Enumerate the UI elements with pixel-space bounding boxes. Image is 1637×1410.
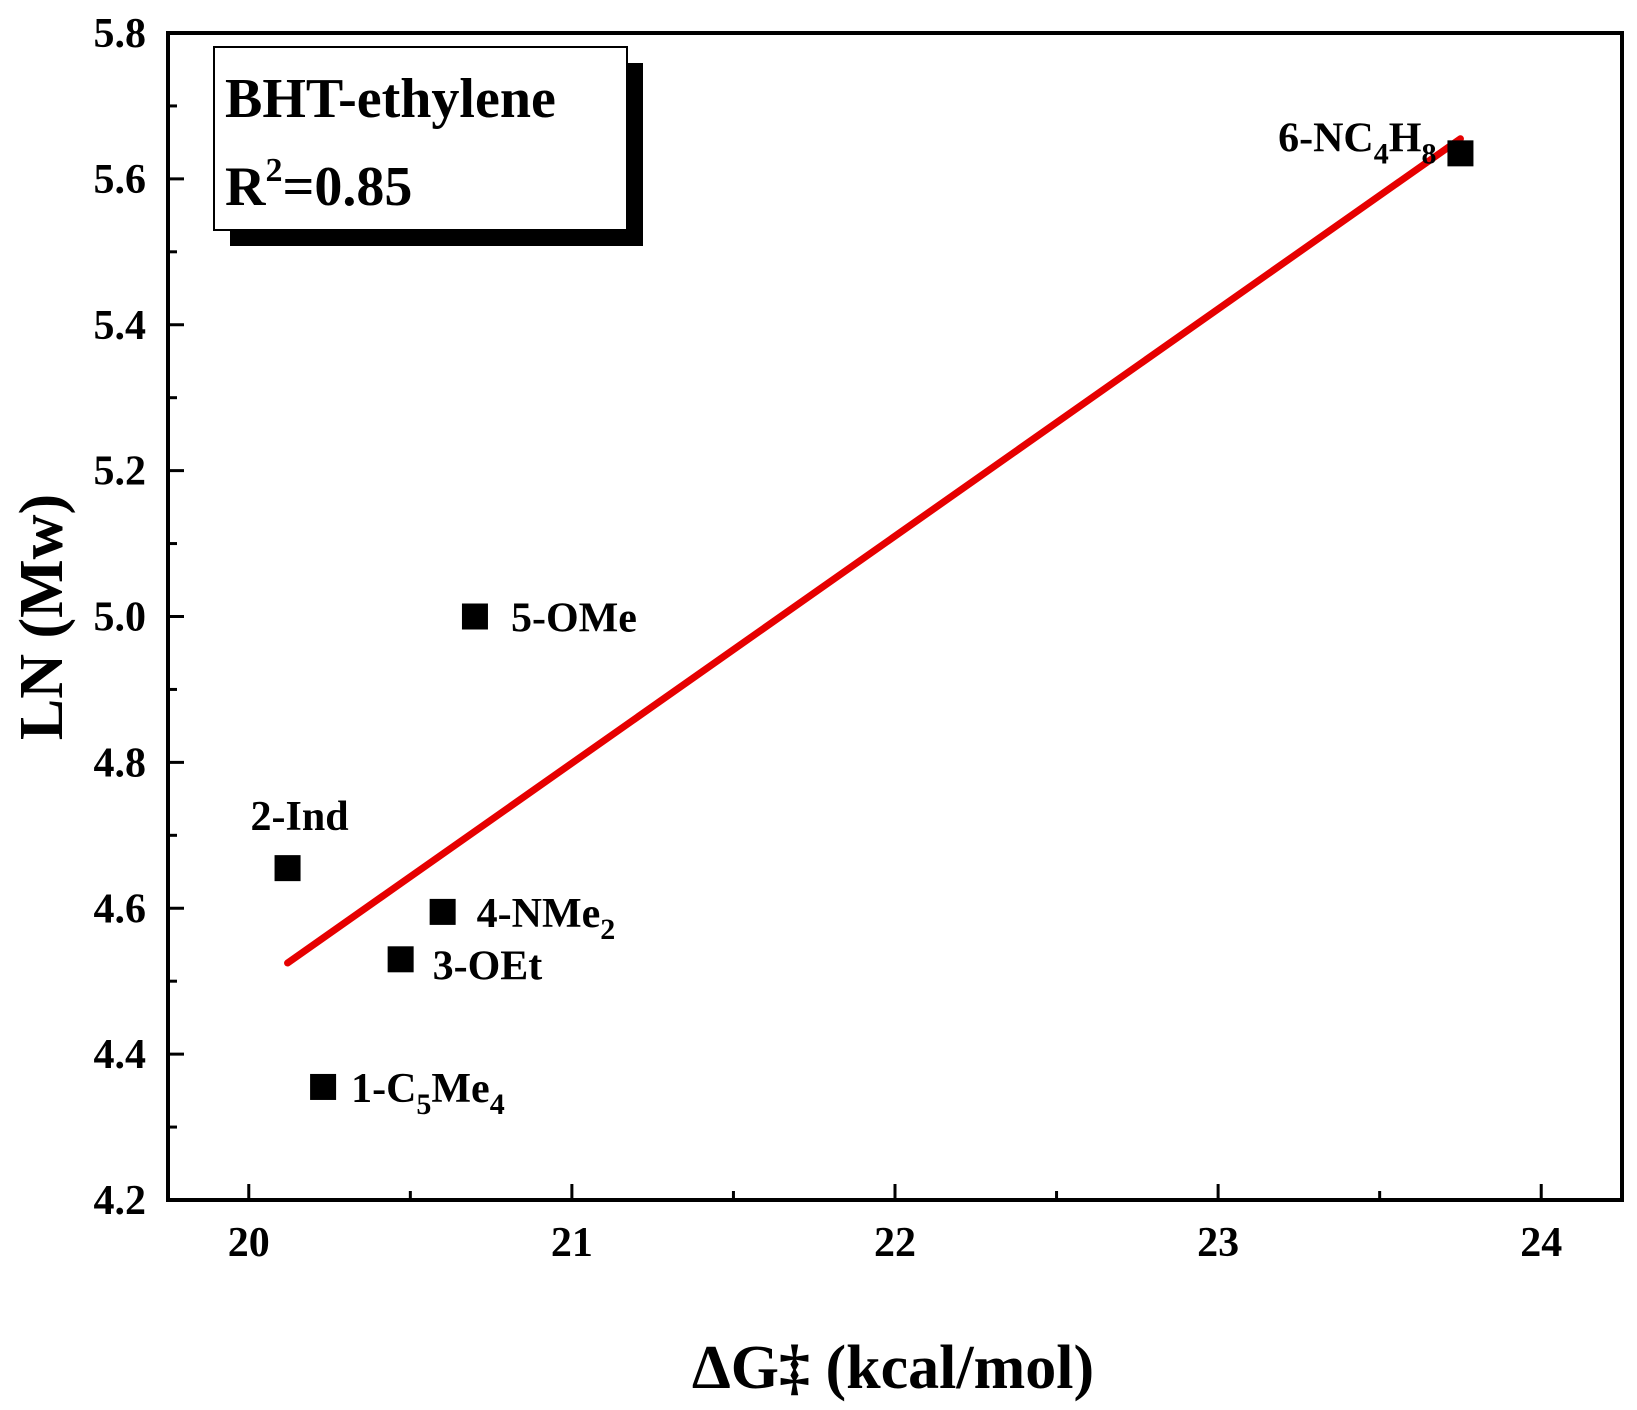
data-point	[274, 855, 301, 882]
x-tick-label: 20	[228, 1220, 270, 1266]
point-label: 1-C5Me4	[351, 1066, 505, 1121]
y-tick-label: 4.2	[94, 1178, 147, 1224]
annotation-title: BHT-ethylene	[225, 68, 556, 130]
y-tick-label: 4.8	[94, 740, 147, 786]
point-label: 4-NMe2	[477, 891, 616, 946]
point-label: 3-OEt	[433, 943, 543, 989]
point-label: 2-Ind	[251, 794, 349, 840]
data-point	[310, 1073, 337, 1100]
y-tick-label: 5.8	[94, 11, 147, 57]
x-axis-title: ΔG‡ (kcal/mol)	[692, 1334, 1094, 1402]
annotation-r-squared: R2=0.85	[225, 152, 412, 218]
data-points	[274, 140, 1474, 1100]
ticks: 20 21 22 23 24 4.2 4.4 4.6 4.8 5.0 5.2 5.4 5.6 5.8	[94, 11, 1563, 1266]
data-point	[429, 898, 456, 925]
x-tick-label: 22	[874, 1220, 916, 1266]
data-point	[387, 946, 414, 973]
annotation-box-frame	[213, 46, 628, 231]
x-tick-label: 21	[551, 1220, 593, 1266]
y-tick-label: 4.6	[94, 886, 147, 932]
x-tick-label: 23	[1197, 1220, 1239, 1266]
y-tick-label: 5.0	[94, 595, 147, 641]
x-tick-label: 24	[1520, 1220, 1562, 1266]
fit-line-layer	[284, 135, 1464, 967]
data-point	[1447, 140, 1474, 167]
y-tick-label: 5.6	[94, 157, 147, 203]
y-axis-title: LN (Mw)	[8, 494, 76, 740]
y-tick-label: 5.2	[94, 449, 147, 495]
y-tick-label: 5.4	[94, 303, 147, 349]
point-label: 5-OMe	[511, 596, 637, 642]
linear-fit-line	[284, 135, 1464, 967]
data-point	[461, 603, 488, 630]
point-label: 6-NC4H8	[1278, 115, 1436, 170]
annotation-box: BHT-ethylene R2=0.85	[213, 46, 643, 246]
y-tick-label: 4.4	[94, 1032, 147, 1078]
